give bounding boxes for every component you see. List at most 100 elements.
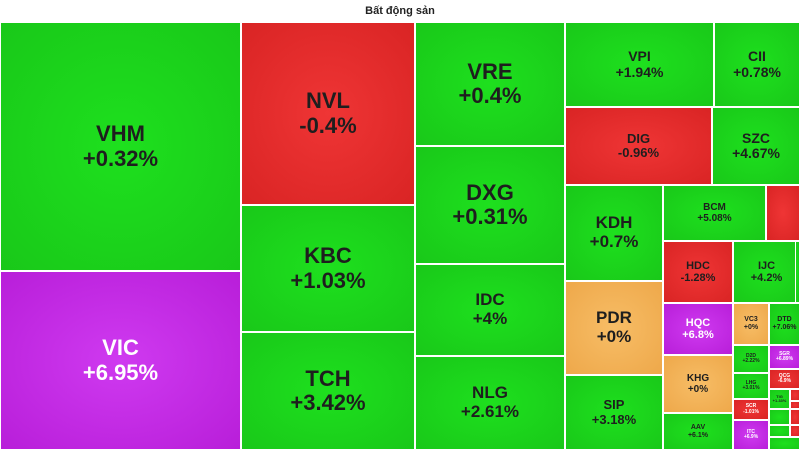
treemap-tile-vic[interactable]: VIC +6.95% bbox=[0, 271, 241, 450]
treemap-tile-hdc[interactable]: HDC -1.28% bbox=[663, 241, 733, 303]
treemap-tile-cii[interactable]: CII +0.78% bbox=[714, 22, 800, 107]
treemap-tile[interactable] bbox=[790, 409, 800, 425]
tile-change: +6.89% bbox=[775, 356, 794, 362]
tile-change: +2.22% bbox=[742, 358, 760, 364]
treemap-tile-qcg[interactable]: QCG -6.9% bbox=[769, 369, 800, 389]
tile-symbol: D2D bbox=[745, 352, 756, 359]
treemap-tile-lhg[interactable]: LHG +3.01% bbox=[733, 373, 769, 399]
tile-symbol: HDC bbox=[686, 259, 710, 272]
tile-change: +0.7% bbox=[589, 232, 639, 251]
tile-symbol: SIP bbox=[603, 397, 625, 413]
treemap-tile-idc[interactable]: IDC +4% bbox=[415, 264, 565, 356]
tile-symbol: ITC bbox=[746, 428, 756, 435]
tile-symbol: VIC bbox=[102, 335, 139, 361]
tile-change: -0.96% bbox=[617, 145, 660, 160]
tile-change: +1.94% bbox=[615, 63, 664, 80]
tile-symbol: KBC bbox=[304, 243, 352, 269]
tile-symbol: LHG bbox=[745, 379, 757, 386]
tile-symbol: IJC bbox=[757, 259, 776, 272]
tile-symbol: HQC bbox=[685, 316, 711, 329]
treemap-tile-itc[interactable]: ITC +6.9% bbox=[733, 420, 769, 450]
tile-symbol: VC3 bbox=[744, 316, 758, 324]
treemap-tile-tch[interactable]: TCH +3.42% bbox=[241, 332, 415, 450]
treemap-tile-hqc[interactable]: HQC +6.8% bbox=[663, 303, 733, 355]
tile-change: +5.08% bbox=[697, 213, 732, 224]
tile-change: +3.18% bbox=[591, 411, 637, 427]
tile-change: +4% bbox=[472, 309, 508, 328]
treemap-tile-dxg[interactable]: DXG +0.31% bbox=[415, 146, 565, 264]
tile-symbol: TIG bbox=[776, 393, 783, 399]
tile-symbol: NVL bbox=[306, 88, 350, 114]
treemap-tile-kdh[interactable]: KDH +0.7% bbox=[565, 185, 663, 281]
tile-change: +6.8% bbox=[682, 329, 714, 341]
tile-change: +0.78% bbox=[733, 63, 781, 80]
tile-symbol: VRE bbox=[467, 58, 513, 84]
treemap-tile-vpi[interactable]: VPI +1.94% bbox=[565, 22, 714, 107]
tile-change: +0.32% bbox=[82, 145, 159, 171]
tile-change: +6.1% bbox=[687, 431, 709, 439]
treemap-tile-dtd[interactable]: DTD +7.06% bbox=[769, 303, 800, 345]
tile-change: +2.61% bbox=[460, 402, 520, 421]
tile-change: +0.31% bbox=[452, 204, 528, 229]
treemap-tile-nlg[interactable]: NLG +2.61% bbox=[415, 356, 565, 450]
treemap-tile[interactable] bbox=[766, 185, 800, 241]
tile-symbol: QCG bbox=[778, 372, 791, 379]
chart-title: Bất động sản bbox=[365, 5, 435, 17]
tile-symbol: TCH bbox=[305, 365, 351, 391]
treemap-tile[interactable] bbox=[795, 241, 800, 303]
treemap-tile-pdr[interactable]: PDR +0% bbox=[565, 281, 663, 375]
treemap-tile-sip[interactable]: SIP +3.18% bbox=[565, 375, 663, 450]
treemap-tile[interactable] bbox=[769, 425, 790, 437]
treemap-tile-dig[interactable]: DIG -0.96% bbox=[565, 107, 712, 185]
tile-change: +6.95% bbox=[82, 359, 159, 385]
tile-symbol: DTD bbox=[777, 316, 792, 324]
tile-symbol: DIG bbox=[626, 130, 651, 146]
tile-symbol: PDR bbox=[596, 308, 632, 328]
tile-symbol: AAV bbox=[690, 423, 706, 431]
tile-symbol: IDC bbox=[475, 290, 505, 310]
treemap-tile-tig[interactable]: TIG +1.33% bbox=[769, 389, 790, 409]
treemap-tile-sgr[interactable]: SGR +6.89% bbox=[769, 345, 800, 369]
treemap-tile-vre[interactable]: VRE +0.4% bbox=[415, 22, 565, 146]
treemap-tile-szc[interactable]: SZC +4.67% bbox=[712, 107, 800, 185]
tile-symbol: VHM bbox=[96, 121, 145, 147]
treemap-tile-vc3[interactable]: VC3 +0% bbox=[733, 303, 769, 345]
tile-symbol: SZC bbox=[742, 129, 770, 146]
tile-symbol: KDH bbox=[595, 213, 633, 233]
tile-symbol: VPI bbox=[628, 48, 651, 65]
tile-symbol: BCM bbox=[703, 202, 726, 213]
treemap-tile[interactable] bbox=[769, 409, 790, 425]
treemap-tile-d2d[interactable]: D2D +2.22% bbox=[733, 345, 769, 373]
tile-change: +0% bbox=[596, 327, 632, 346]
tile-change: -6.9% bbox=[777, 378, 792, 384]
tile-change: +6.9% bbox=[743, 434, 759, 440]
tile-change: -1.01% bbox=[743, 408, 759, 415]
tile-change: +0% bbox=[743, 324, 759, 331]
tile-change: +1.03% bbox=[290, 267, 366, 293]
treemap-tile[interactable] bbox=[790, 401, 800, 409]
treemap-tile[interactable] bbox=[769, 437, 800, 450]
treemap-tile[interactable] bbox=[790, 425, 800, 437]
treemap-tile[interactable] bbox=[790, 389, 800, 401]
treemap-tile-vhm[interactable]: VHM +0.32% bbox=[0, 22, 241, 271]
tile-change: +4.67% bbox=[732, 145, 780, 161]
tile-symbol: KHG bbox=[686, 373, 710, 384]
tile-symbol: CII bbox=[748, 48, 766, 65]
tile-change: -0.4% bbox=[299, 112, 357, 138]
treemap-tile-nvl[interactable]: NVL -0.4% bbox=[241, 22, 415, 205]
tile-change: +0.4% bbox=[458, 83, 522, 108]
treemap-tile-khg[interactable]: KHG +0% bbox=[663, 355, 733, 413]
treemap-tile-bcm[interactable]: BCM +5.08% bbox=[663, 185, 766, 241]
treemap-tile-scr[interactable]: SCR -1.01% bbox=[733, 399, 769, 420]
tile-symbol: SGR bbox=[779, 350, 790, 357]
treemap-tile-aav[interactable]: AAV +6.1% bbox=[663, 413, 733, 450]
tile-change: -1.28% bbox=[680, 272, 716, 284]
tile-change: +1.33% bbox=[772, 398, 787, 403]
treemap-tile-ijc[interactable]: IJC +4.2% bbox=[733, 241, 800, 303]
treemap-tile-kbc[interactable]: KBC +1.03% bbox=[241, 205, 415, 332]
tile-change: +7.06% bbox=[772, 324, 797, 331]
tile-symbol: SCR bbox=[745, 403, 757, 409]
tile-change: +3.01% bbox=[742, 385, 760, 391]
tile-symbol: NLG bbox=[472, 383, 508, 403]
